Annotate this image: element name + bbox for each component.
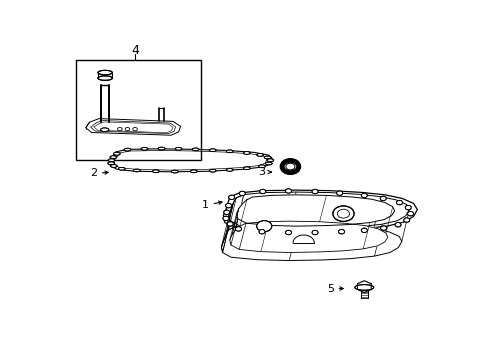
Ellipse shape (124, 148, 131, 151)
Circle shape (380, 196, 386, 201)
Ellipse shape (243, 152, 250, 154)
Circle shape (239, 191, 245, 195)
Ellipse shape (209, 149, 216, 152)
Bar (76, 60, 201, 159)
Circle shape (380, 226, 386, 230)
Circle shape (332, 206, 353, 221)
Ellipse shape (133, 169, 140, 172)
Ellipse shape (98, 76, 112, 80)
Circle shape (361, 228, 366, 233)
Ellipse shape (265, 162, 272, 165)
Circle shape (259, 229, 264, 234)
Ellipse shape (226, 150, 233, 153)
Circle shape (403, 218, 409, 222)
Circle shape (338, 229, 344, 234)
Polygon shape (223, 190, 416, 231)
Circle shape (407, 211, 413, 216)
Ellipse shape (113, 152, 120, 155)
Circle shape (259, 189, 265, 194)
Ellipse shape (264, 156, 270, 159)
Ellipse shape (98, 70, 112, 75)
Text: 2: 2 (90, 168, 108, 179)
Circle shape (361, 193, 366, 198)
Circle shape (223, 216, 228, 221)
Text: 1: 1 (201, 201, 222, 210)
Circle shape (405, 205, 410, 210)
Ellipse shape (152, 170, 159, 173)
Polygon shape (85, 118, 180, 135)
Ellipse shape (192, 148, 199, 151)
Ellipse shape (190, 170, 197, 173)
Ellipse shape (158, 147, 164, 150)
Ellipse shape (175, 148, 182, 150)
Ellipse shape (256, 153, 263, 156)
Ellipse shape (226, 168, 233, 171)
Circle shape (225, 203, 231, 208)
Ellipse shape (209, 169, 216, 172)
Ellipse shape (118, 167, 125, 170)
Text: 4: 4 (131, 44, 139, 57)
Circle shape (285, 189, 291, 193)
Circle shape (285, 230, 291, 235)
Polygon shape (221, 202, 233, 247)
Ellipse shape (171, 170, 178, 173)
Ellipse shape (243, 167, 250, 170)
Circle shape (226, 222, 233, 226)
Ellipse shape (354, 285, 373, 290)
Ellipse shape (108, 159, 115, 162)
Circle shape (256, 221, 271, 232)
Ellipse shape (107, 162, 114, 165)
Circle shape (223, 210, 229, 215)
Polygon shape (228, 192, 408, 229)
Text: 3: 3 (258, 167, 271, 177)
Circle shape (311, 230, 317, 235)
Ellipse shape (101, 128, 109, 131)
Polygon shape (221, 224, 401, 261)
Polygon shape (236, 195, 394, 226)
Polygon shape (357, 281, 370, 292)
Ellipse shape (266, 159, 273, 162)
Ellipse shape (141, 148, 147, 150)
Circle shape (235, 227, 241, 231)
Circle shape (396, 201, 402, 205)
Circle shape (311, 189, 317, 194)
Polygon shape (221, 194, 244, 252)
Bar (360, 290, 367, 298)
Ellipse shape (110, 156, 117, 158)
Circle shape (336, 191, 342, 195)
Polygon shape (229, 221, 387, 252)
Polygon shape (109, 149, 272, 172)
Ellipse shape (110, 165, 117, 167)
Circle shape (394, 222, 400, 227)
Circle shape (228, 195, 234, 199)
Ellipse shape (258, 165, 265, 168)
Text: 5: 5 (326, 284, 343, 293)
